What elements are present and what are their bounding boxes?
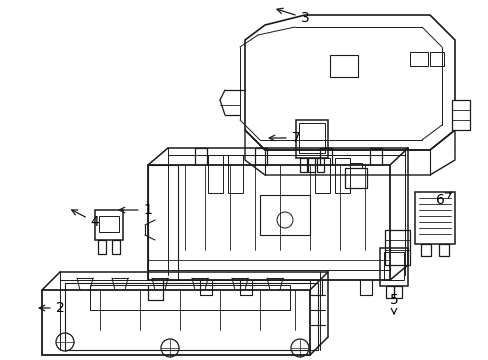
Bar <box>451 100 469 130</box>
Bar <box>420 244 430 256</box>
Bar <box>385 286 393 298</box>
Text: 2: 2 <box>39 301 64 315</box>
Bar <box>314 158 329 193</box>
Text: 7: 7 <box>268 131 300 145</box>
Text: 4: 4 <box>72 210 99 229</box>
Bar <box>383 252 403 280</box>
Bar <box>299 158 306 172</box>
Bar <box>379 248 407 286</box>
Bar <box>393 286 401 298</box>
Bar <box>99 216 119 232</box>
Bar <box>207 155 223 193</box>
Bar <box>98 240 106 254</box>
Text: 3: 3 <box>276 8 309 25</box>
Text: 1: 1 <box>119 203 152 217</box>
Bar <box>429 52 443 66</box>
Bar <box>295 120 327 158</box>
Bar <box>298 123 325 153</box>
Text: 5: 5 <box>389 293 398 314</box>
Bar <box>345 168 366 188</box>
Bar <box>409 52 427 66</box>
Bar <box>384 230 409 265</box>
Bar <box>414 192 454 244</box>
Bar <box>316 158 324 172</box>
Bar <box>227 155 243 193</box>
Bar <box>112 240 120 254</box>
Bar <box>438 244 448 256</box>
Bar <box>329 55 357 77</box>
Bar <box>334 158 349 193</box>
Text: 6: 6 <box>435 192 450 207</box>
Bar <box>95 210 123 240</box>
Bar <box>260 195 309 235</box>
Bar <box>307 158 314 172</box>
Bar <box>349 163 361 168</box>
